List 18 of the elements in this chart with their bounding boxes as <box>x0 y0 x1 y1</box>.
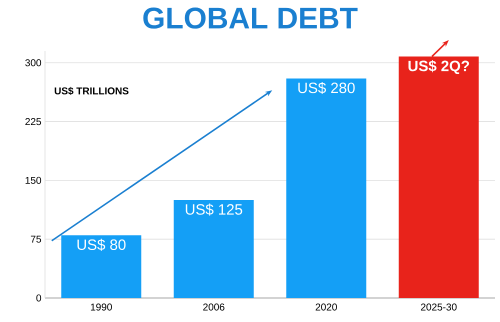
y-tick-label: 75 <box>30 236 42 243</box>
data-label: US$ 2Q? <box>408 60 470 74</box>
bar <box>174 200 254 298</box>
y-tick-label: 0 <box>36 294 42 302</box>
x-tick-label: 2025-30 <box>420 304 457 311</box>
data-label: US$ 280 <box>298 82 355 94</box>
data-label: US$ 80 <box>77 238 126 251</box>
x-tick-label: 2006 <box>203 304 224 311</box>
y-axis-title: US$ TRILLIONS <box>54 86 128 96</box>
y-tick-label: 300 <box>25 59 42 66</box>
x-tick-label: 1990 <box>90 304 112 311</box>
data-label: US$ 125 <box>186 204 242 216</box>
y-tick-label: 150 <box>26 176 42 184</box>
y-tick-label: 225 <box>25 118 42 126</box>
bar <box>61 235 142 298</box>
bar <box>286 78 366 298</box>
x-tick-label: 2020 <box>316 304 337 311</box>
chart-title: GLOBAL DEBT <box>143 8 358 29</box>
